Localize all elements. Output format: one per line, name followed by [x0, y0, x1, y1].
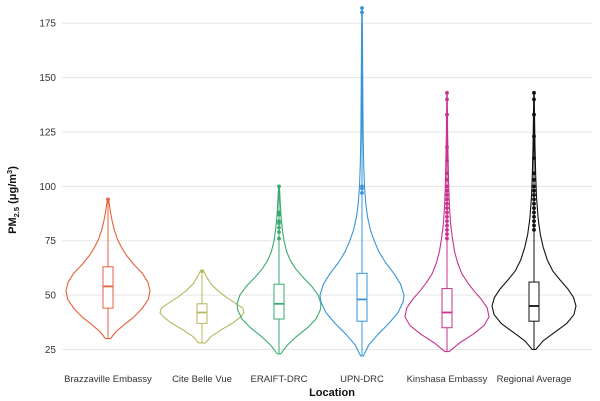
outlier-point	[532, 134, 536, 139]
outlier-point	[532, 171, 536, 176]
y-tick-label: 25	[45, 345, 57, 356]
outlier-point	[445, 158, 449, 163]
y-axis-title: PM2.5 (μg/m3)	[5, 166, 21, 234]
y-tick-label: 100	[39, 182, 56, 193]
y-axis-title-suffix: )	[7, 166, 19, 170]
y-axis-title-subscript: 2.5	[12, 207, 21, 217]
outlier-point	[445, 197, 449, 202]
x-axis: Brazzaville Embassy Cite Belle Vue ERAIFT-…	[64, 374, 571, 385]
outlier-point	[106, 197, 110, 202]
outlier-point	[532, 201, 536, 206]
y-tick-label: 125	[39, 127, 56, 138]
iqr-box	[273, 283, 285, 320]
y-tick-label: 75	[45, 236, 57, 247]
outlier-point	[532, 188, 536, 193]
outlier-point	[360, 10, 364, 15]
outlier-point	[445, 171, 449, 176]
y-axis-title-units: (μg/m	[7, 174, 19, 207]
x-tick-label: Regional Average	[497, 374, 572, 385]
violin-group	[65, 197, 151, 340]
outlier-point	[445, 112, 449, 117]
outlier-point	[532, 210, 536, 215]
outlier-point	[445, 219, 449, 224]
outlier-point	[532, 193, 536, 197]
outlier-point	[445, 223, 449, 228]
outlier-point	[445, 214, 449, 219]
outlier-point	[360, 190, 364, 195]
outlier-point	[360, 6, 364, 10]
outlier-point	[532, 156, 536, 160]
outlier-point	[445, 210, 449, 215]
x-tick-label: UPN-DRC	[340, 374, 384, 385]
outlier-point	[532, 97, 536, 102]
outlier-point	[532, 184, 536, 189]
outlier-point	[277, 236, 281, 241]
outlier-point	[445, 201, 449, 206]
y-tick-label: 150	[39, 73, 56, 84]
outlier-point	[277, 225, 281, 230]
outlier-point	[445, 90, 449, 95]
outlier-point	[532, 227, 536, 232]
outlier-point	[445, 188, 449, 193]
outlier-point	[445, 206, 449, 211]
x-tick-label: Cite Belle Vue	[172, 374, 232, 385]
y-axis-title-superscript: 3	[5, 170, 14, 174]
outlier-point	[445, 177, 449, 182]
outlier-point	[200, 269, 204, 274]
outlier-point	[532, 177, 536, 182]
y-axis: 25 50 75 100 125 150 175	[39, 19, 56, 356]
outlier-point	[532, 206, 536, 211]
outlier-point	[445, 236, 449, 241]
outlier-point	[532, 214, 536, 219]
outlier-point	[532, 90, 536, 95]
violin-group	[319, 6, 405, 357]
violin-group	[404, 90, 490, 353]
outlier-point	[445, 232, 449, 237]
x-tick-label: Kinshasa Embassy	[407, 374, 488, 385]
outlier-point	[445, 227, 449, 232]
x-tick-label: Brazzaville Embassy	[64, 374, 152, 385]
outlier-point	[445, 145, 449, 150]
iqr-box	[356, 272, 368, 322]
y-tick-label: 175	[39, 19, 56, 30]
outlier-point	[277, 219, 281, 224]
iqr-box	[528, 281, 540, 322]
iqr-box	[196, 303, 208, 324]
outlier-point	[277, 210, 281, 215]
outlier-point	[445, 193, 449, 197]
outlier-point	[360, 184, 364, 189]
outlier-point	[532, 197, 536, 202]
outlier-point	[532, 223, 536, 228]
y-axis-title-main: PM	[7, 217, 19, 234]
violin-group	[159, 269, 245, 344]
iqr-box	[102, 266, 114, 309]
outlier-point	[445, 97, 449, 102]
violin-group	[236, 184, 322, 355]
outlier-point	[277, 230, 281, 234]
x-tick-label: ERAIFT-DRC	[251, 374, 308, 385]
x-axis-title: Location	[309, 387, 355, 399]
outlier-point	[445, 184, 449, 189]
violin-group	[491, 90, 577, 351]
outlier-point	[532, 219, 536, 224]
iqr-box	[441, 288, 453, 329]
violins	[65, 6, 577, 357]
outlier-point	[277, 184, 281, 189]
gridlines	[62, 22, 592, 350]
y-tick-label: 50	[45, 291, 57, 302]
outlier-point	[532, 112, 536, 117]
